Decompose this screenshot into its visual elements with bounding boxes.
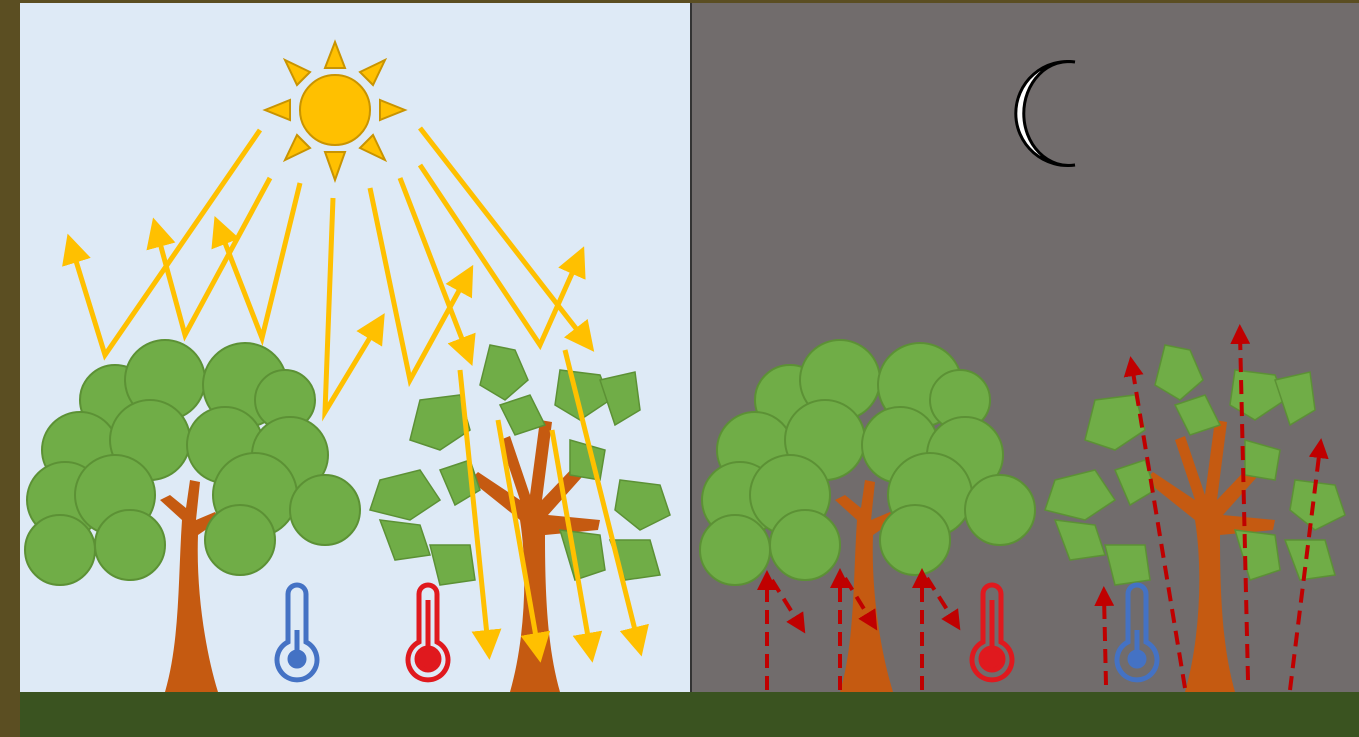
sun-part <box>265 42 405 180</box>
heat-arrows-part <box>1104 596 1106 685</box>
sun <box>265 42 405 180</box>
sun-part-part <box>300 75 370 145</box>
ground <box>20 692 1359 737</box>
illustration <box>0 0 1359 737</box>
